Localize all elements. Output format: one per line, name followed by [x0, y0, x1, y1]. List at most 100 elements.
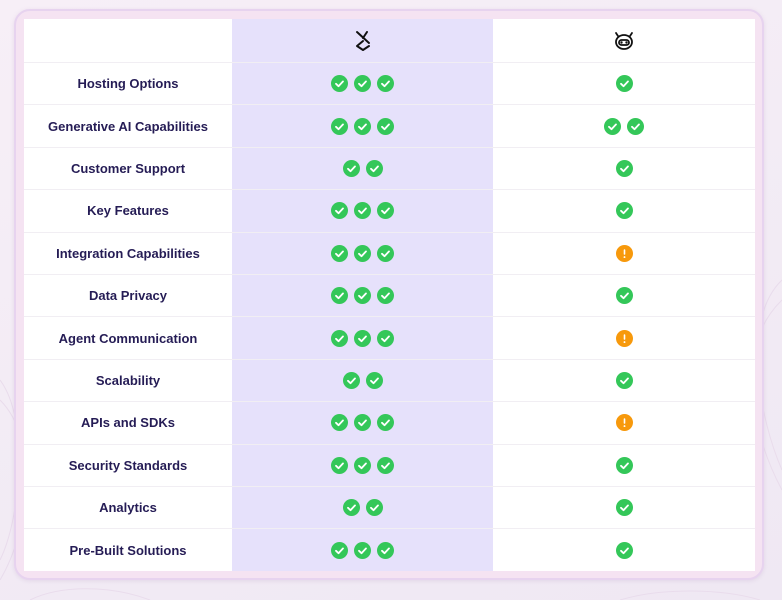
check-icon [615, 499, 633, 517]
check-icon [377, 117, 394, 135]
product-b-rating-cell [493, 371, 755, 389]
check-icon [615, 371, 633, 389]
table-row: Key Features [24, 189, 755, 231]
feature-label: Analytics [99, 500, 157, 516]
check-icon [365, 371, 383, 389]
check-icon [331, 541, 348, 559]
check-icon [354, 456, 371, 474]
product-a-logo-icon [355, 30, 370, 51]
product-a-rating-cell [232, 117, 493, 135]
check-icon [331, 244, 348, 262]
product-a-rating-cell [232, 159, 493, 177]
table-row: APIs and SDKs [24, 401, 755, 443]
check-icon [331, 456, 348, 474]
check-icon [354, 244, 371, 262]
check-icon [604, 117, 621, 135]
product-a-rating-cell [232, 287, 493, 305]
check-icon [615, 456, 633, 474]
product-a-rating-cell [232, 244, 493, 262]
check-icon [331, 414, 348, 432]
feature-label: Pre-Built Solutions [69, 542, 187, 558]
check-icon [354, 117, 371, 135]
product-a-rating-cell [232, 456, 493, 474]
check-icon [331, 75, 348, 93]
feature-label: Data Privacy [88, 288, 168, 304]
product-a-rating-cell [232, 75, 493, 93]
product-a-rating-cell [232, 541, 493, 559]
table-row: Pre-Built Solutions [24, 528, 755, 570]
check-icon [377, 244, 394, 262]
table-header [24, 19, 755, 62]
warning-icon [615, 414, 633, 432]
check-icon [615, 541, 633, 559]
check-icon [354, 541, 371, 559]
product-b-rating-cell [493, 202, 755, 220]
check-icon [354, 202, 371, 220]
check-icon [331, 117, 348, 135]
table-row: Data Privacy [24, 274, 755, 316]
table-row: Integration Capabilities [24, 231, 755, 274]
feature-label: Scalability [95, 372, 161, 388]
product-b-rating-cell [493, 414, 755, 432]
product-b-rating-cell [493, 159, 755, 177]
product-a-rating-cell [232, 202, 493, 220]
table-row: Analytics [24, 486, 755, 528]
check-icon [365, 159, 383, 177]
product-b-rating-cell [493, 541, 755, 559]
product-a-rating-cell [232, 414, 493, 432]
table-row: Customer Support [24, 146, 755, 189]
product-b-rating-cell [493, 287, 755, 305]
product-b-rating-cell [493, 75, 755, 93]
check-icon [331, 329, 348, 347]
check-icon [377, 414, 394, 432]
check-icon [615, 202, 633, 220]
product-b-rating-cell [493, 329, 755, 347]
product-b-rating-cell [493, 117, 755, 135]
check-icon [342, 371, 360, 389]
table-row: Scalability [24, 358, 755, 401]
product-b-logo-icon [615, 31, 633, 50]
table-row: Hosting Options [24, 62, 755, 104]
feature-label: Agent Communication [58, 330, 198, 346]
check-icon [377, 75, 394, 93]
check-icon [342, 159, 360, 177]
table-row: Security Standards [24, 443, 755, 486]
product-b-rating-cell [493, 456, 755, 474]
feature-label: Hosting Options [77, 76, 179, 92]
check-icon [615, 159, 633, 177]
check-icon [377, 287, 394, 305]
feature-label: Generative AI Capabilities [48, 118, 208, 134]
feature-label: Security Standards [68, 457, 188, 473]
product-a-rating-cell [232, 499, 493, 517]
header-product-b [493, 31, 755, 51]
check-icon [331, 202, 348, 220]
check-icon [615, 75, 633, 93]
check-icon [354, 287, 371, 305]
feature-label: APIs and SDKs [81, 415, 175, 431]
check-icon [377, 456, 394, 474]
product-b-rating-cell [493, 499, 755, 517]
check-icon [377, 329, 394, 347]
product-a-rating-cell [232, 329, 493, 347]
check-icon [615, 287, 633, 305]
feature-label: Integration Capabilities [56, 245, 200, 261]
check-icon [377, 541, 394, 559]
feature-label: Key Features [87, 203, 169, 219]
table-row: Generative AI Capabilities [24, 104, 755, 146]
check-icon [331, 287, 348, 305]
check-icon [354, 414, 371, 432]
check-icon [377, 202, 394, 220]
feature-label: Customer Support [70, 160, 186, 176]
comparison-table: Hosting Options Generative AI Capabilitie… [24, 19, 755, 571]
check-icon [627, 117, 644, 135]
warning-icon [615, 329, 633, 347]
check-icon [342, 499, 360, 517]
check-icon [354, 329, 371, 347]
product-a-rating-cell [232, 371, 493, 389]
warning-icon [615, 244, 633, 262]
check-icon [365, 499, 383, 517]
table-row: Agent Communication [24, 316, 755, 358]
header-product-a [232, 30, 493, 52]
check-icon [354, 75, 371, 93]
product-b-rating-cell [493, 244, 755, 262]
